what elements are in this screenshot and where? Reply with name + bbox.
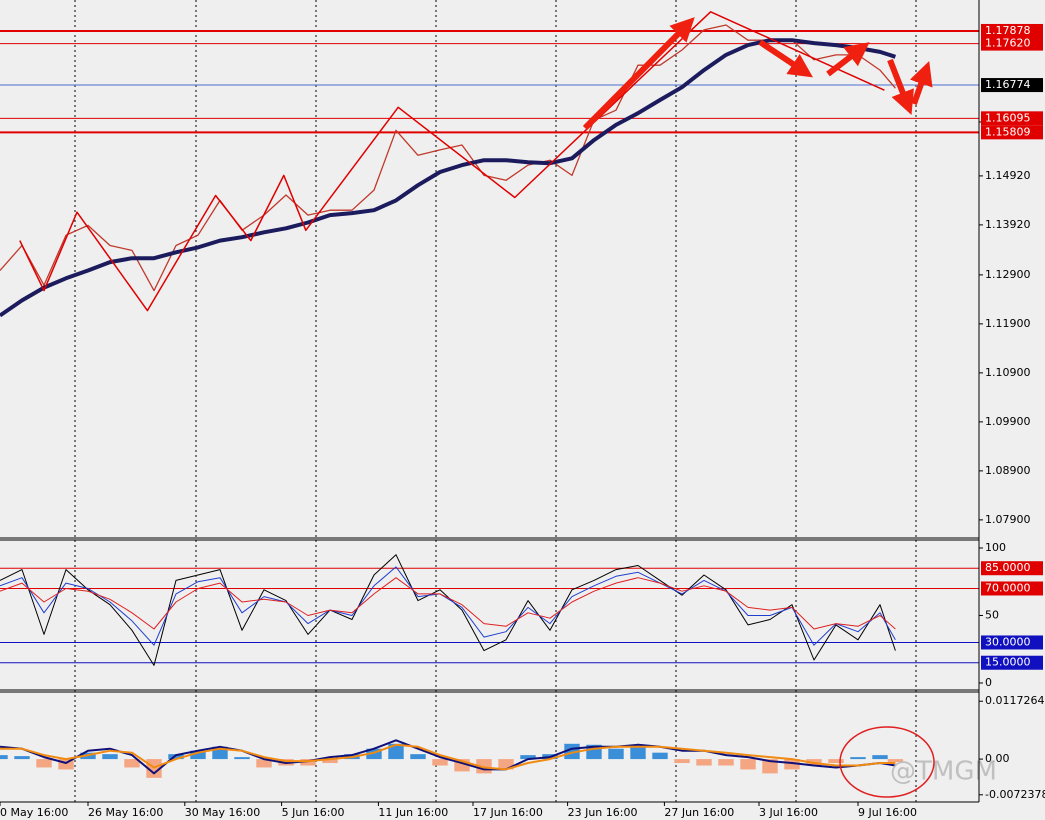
histogram-bar [520,755,536,760]
y-tick-label: 50 [985,608,999,621]
level-label-box [981,36,1043,51]
level-label-box [981,78,1043,93]
x-tick-label: 30 May 16:00 [185,806,260,819]
level-label-box [981,655,1043,670]
x-tick-label: 11 Jun 16:00 [378,806,448,819]
level-label: 1.17878 [985,24,1031,37]
histogram-bar [14,756,30,760]
histogram-bar [696,759,712,766]
level-label: 1.17620 [985,37,1031,50]
level-label: 15.0000 [985,656,1031,669]
y-tick-label: 1.14920 [985,169,1031,182]
histogram-bar [784,759,800,770]
histogram-bar [58,759,74,770]
histogram-bar [300,759,316,766]
y-tick-label: -0.0072378 [985,788,1045,801]
vertical-grid [74,0,917,802]
histogram-bar [0,755,8,760]
histogram-bar [366,748,382,760]
level-label: 85.0000 [985,561,1031,574]
level-label: 30.0000 [985,635,1031,648]
histogram-bar [608,748,624,760]
histogram-bar [168,754,184,760]
series-line [0,38,897,318]
histogram-bar [674,759,690,764]
y-tick-label: 0.00 [985,752,1010,765]
x-tick-label: 3 Jul 16:00 [759,806,818,819]
level-label: 1.16774 [985,78,1031,91]
histogram-bar [234,757,250,760]
x-tick-label: 9 Jul 16:00 [858,806,917,819]
histogram-bar [850,757,866,760]
level-label-box [981,561,1043,576]
level-label: 1.15809 [985,125,1031,138]
histogram-bar [887,759,904,763]
y-tick-label: 1.10900 [985,366,1031,379]
level-label-box [981,635,1043,650]
series-line [0,743,896,771]
histogram-bar [740,759,756,770]
histogram-bar [432,759,448,766]
histogram-bar [652,752,668,760]
histogram-bar [190,750,206,760]
histogram-bar [322,759,338,764]
histogram-bar [124,759,140,768]
y-tick-label: 0.0117264 [985,694,1045,707]
y-tick-label: 1.11900 [985,317,1031,330]
series-line [19,11,885,312]
x-tick-label: 27 Jun 16:00 [664,806,734,819]
histogram-bar [630,746,646,760]
y-tick-label: 1.13920 [985,218,1031,231]
y-tick-label: 1.07900 [985,513,1031,526]
histogram-bar [872,755,888,760]
x-tick-label: 26 May 16:00 [88,806,163,819]
level-label-box [981,23,1043,38]
y-tick-label: 1.12900 [985,268,1031,281]
x-tick-label: 5 Jun 16:00 [282,806,345,819]
y-tick-label: 100 [985,541,1006,554]
arrow [909,60,933,105]
level-label: 1.16095 [985,111,1031,124]
histogram-bar [256,759,272,768]
highlight-circle [839,726,935,798]
y-tick-label: 0 [985,676,992,689]
series-line [0,739,896,775]
arrow [826,42,870,77]
x-tick-label: 23 Jun 16:00 [568,806,638,819]
series-line [0,554,896,666]
histogram-bar [718,759,734,766]
annotation-arrows [582,17,933,131]
histogram-bar [102,754,118,760]
x-tick-label: 0 May 16:00 [0,806,68,819]
y-tick-label: 1.08900 [985,464,1031,477]
level-label: 70.0000 [985,581,1031,594]
histogram-bar [36,759,52,768]
histogram-bar [762,759,778,774]
level-label-box [981,111,1043,126]
arrow [582,17,695,131]
frame [0,0,980,803]
histogram-bar [410,754,426,760]
y-tick-label: 1.09900 [985,415,1031,428]
series-line [0,566,896,646]
arrow [758,39,813,78]
series-line [0,577,896,630]
x-tick-label: 17 Jun 16:00 [473,806,543,819]
watermark: @TMGM [890,757,997,787]
histogram-bar [388,743,404,760]
arrow [887,58,914,115]
histogram-bar [498,759,514,770]
level-label-box [981,581,1043,596]
level-label-box [981,125,1043,140]
histogram-bar [828,759,844,764]
